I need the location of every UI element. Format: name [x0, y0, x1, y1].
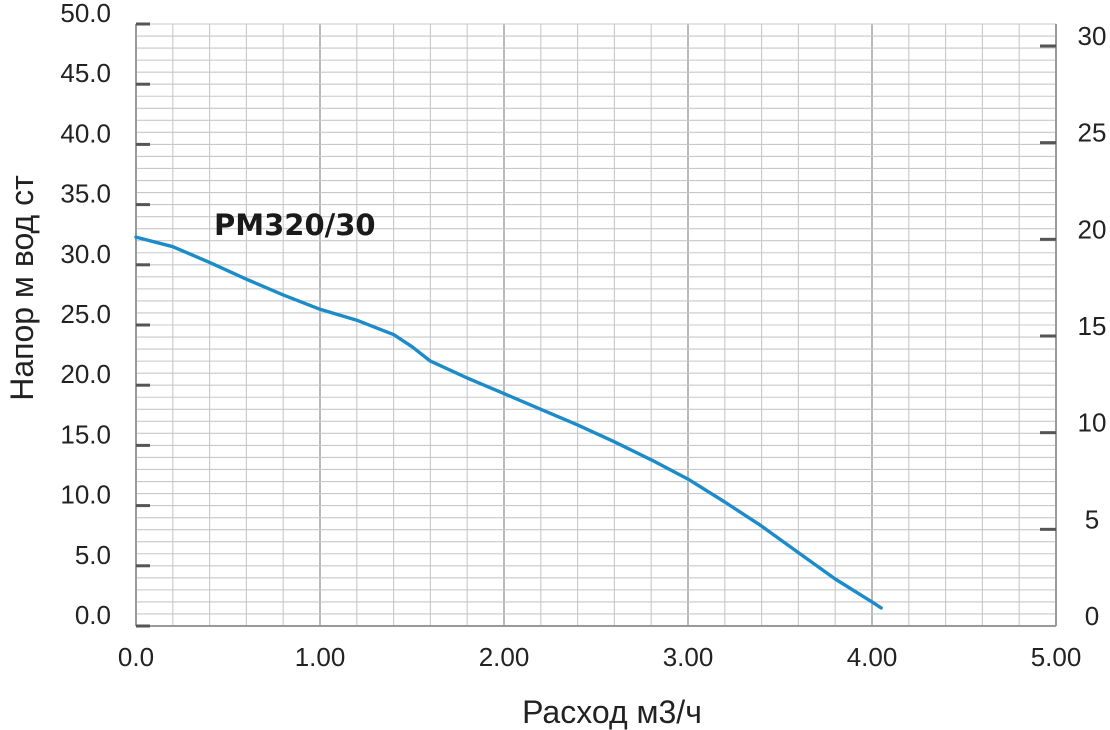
x-axis-label: Расход м3/ч — [522, 694, 702, 730]
y-tick-label: 5.0 — [75, 540, 111, 570]
y-tick-label: 45.0 — [60, 58, 111, 88]
x-tick-label: 4.00 — [847, 642, 898, 672]
y-tick-label: 40.0 — [60, 118, 111, 148]
x-tick-label: 5.00 — [1031, 642, 1082, 672]
y-axis-label: Напор м вод ст — [4, 175, 40, 401]
y2-tick-label: 10 — [1078, 408, 1107, 438]
y-tick-label: 20.0 — [60, 359, 111, 389]
axes — [135, 22, 1057, 628]
y2-tick-label: 5 — [1085, 504, 1099, 534]
y-tick-label: 0.0 — [75, 600, 111, 630]
series — [134, 235, 883, 610]
y-tick-label: 25.0 — [60, 299, 111, 329]
grid — [135, 23, 1057, 627]
y2-tick-label: 0 — [1085, 601, 1099, 631]
y2-tick-label: 30 — [1078, 21, 1107, 51]
y-tick-label: 15.0 — [60, 419, 111, 449]
y-tick-label: 50.0 — [60, 0, 111, 28]
y-tick-label: 35.0 — [60, 179, 111, 209]
x-tick-label: 0.0 — [118, 642, 154, 672]
y2-tick-label: 20 — [1078, 214, 1107, 244]
x-tick-label: 1.00 — [295, 642, 346, 672]
model-label: PM320/30 — [214, 208, 376, 242]
y-tick-label: 30.0 — [60, 239, 111, 269]
y-tick-label: 10.0 — [60, 480, 111, 510]
y2-tick-label: 15 — [1078, 311, 1107, 341]
y2-tick-label: 25 — [1078, 118, 1107, 148]
tick-labels: 0.05.010.015.020.025.030.035.040.045.050… — [60, 0, 1106, 672]
x-tick-label: 3.00 — [663, 642, 714, 672]
series-line — [134, 235, 883, 610]
x-tick-label: 2.00 — [479, 642, 530, 672]
